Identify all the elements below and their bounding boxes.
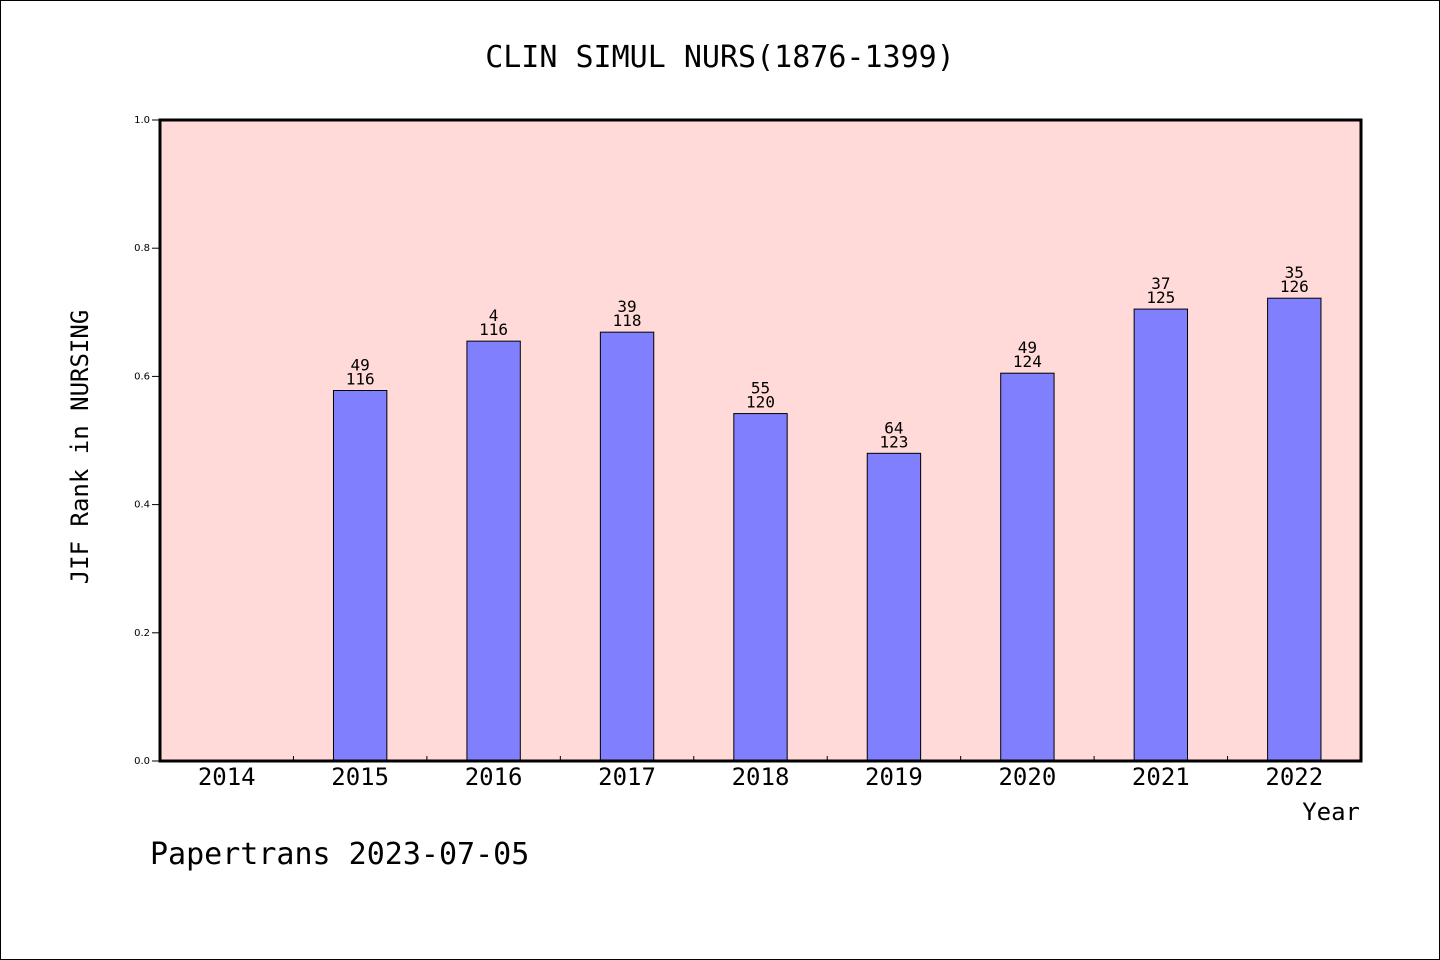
x-tick-label: 2017: [598, 763, 656, 791]
bar-total-label: 116: [346, 370, 375, 389]
x-tick-label: 2021: [1132, 763, 1190, 791]
x-axis: 2014 2015 2016 2017 2018 2019 2020 2021 2022: [198, 756, 1323, 791]
y-tick-label: 0.6: [134, 371, 150, 382]
bar-total-label: 125: [1146, 288, 1175, 307]
bar-rank-label: 55: [751, 379, 770, 398]
footer-watermark: Papertrans 2023-07-05: [150, 837, 529, 872]
x-tick-label: 2018: [732, 763, 790, 791]
x-tick-label: 2022: [1265, 763, 1323, 791]
bar-rank-label: 39: [617, 297, 636, 316]
bar-rank-label: 49: [351, 356, 370, 375]
x-tick-label: 2019: [865, 763, 923, 791]
bar-rank-label: 35: [1285, 263, 1304, 282]
y-tick-label: 0.2: [134, 628, 150, 639]
bar-rank-label: 64: [884, 418, 903, 437]
bar-2022: [1267, 297, 1322, 762]
y-tick-label: 0.4: [134, 500, 150, 511]
x-tick-label: 2014: [198, 763, 256, 791]
bar-total-label: 126: [1280, 277, 1309, 296]
bar-2016: [466, 340, 521, 762]
y-axis-label: JIF Rank in NURSING: [66, 310, 94, 585]
bar-2018: [733, 413, 788, 762]
x-axis-label: Year: [1302, 798, 1360, 826]
bar-total-label: 123: [879, 432, 908, 451]
bar-2021: [1133, 308, 1189, 762]
y-tick-label: 1.0: [134, 115, 150, 126]
bar-total-label: 120: [746, 393, 775, 412]
plot-border: [158, 118, 1363, 763]
y-tick-label: 0.8: [134, 243, 150, 254]
bar-rank-label: 49: [1018, 338, 1037, 357]
x-tick-label: 2016: [465, 763, 523, 791]
chart-title: CLIN SIMUL NURS(1876-1399): [485, 40, 955, 75]
bar-2020: [1000, 372, 1055, 762]
x-tick-label: 2020: [998, 763, 1056, 791]
bar-rank-label: 4: [489, 306, 499, 325]
x-tick-label: 2015: [331, 763, 389, 791]
y-axis: 0.0 0.2 0.4 0.6 0.8 1.0: [134, 115, 160, 767]
bar-total-label: 124: [1013, 352, 1042, 371]
bar-2019: [866, 452, 922, 762]
bar-2015: [332, 390, 388, 762]
y-tick-label: 0.0: [134, 756, 150, 767]
bar-total-label: 118: [613, 311, 642, 330]
bar-2017: [599, 331, 655, 762]
bar-total-label: 116: [479, 320, 508, 339]
bar-rank-label: 37: [1151, 274, 1170, 293]
